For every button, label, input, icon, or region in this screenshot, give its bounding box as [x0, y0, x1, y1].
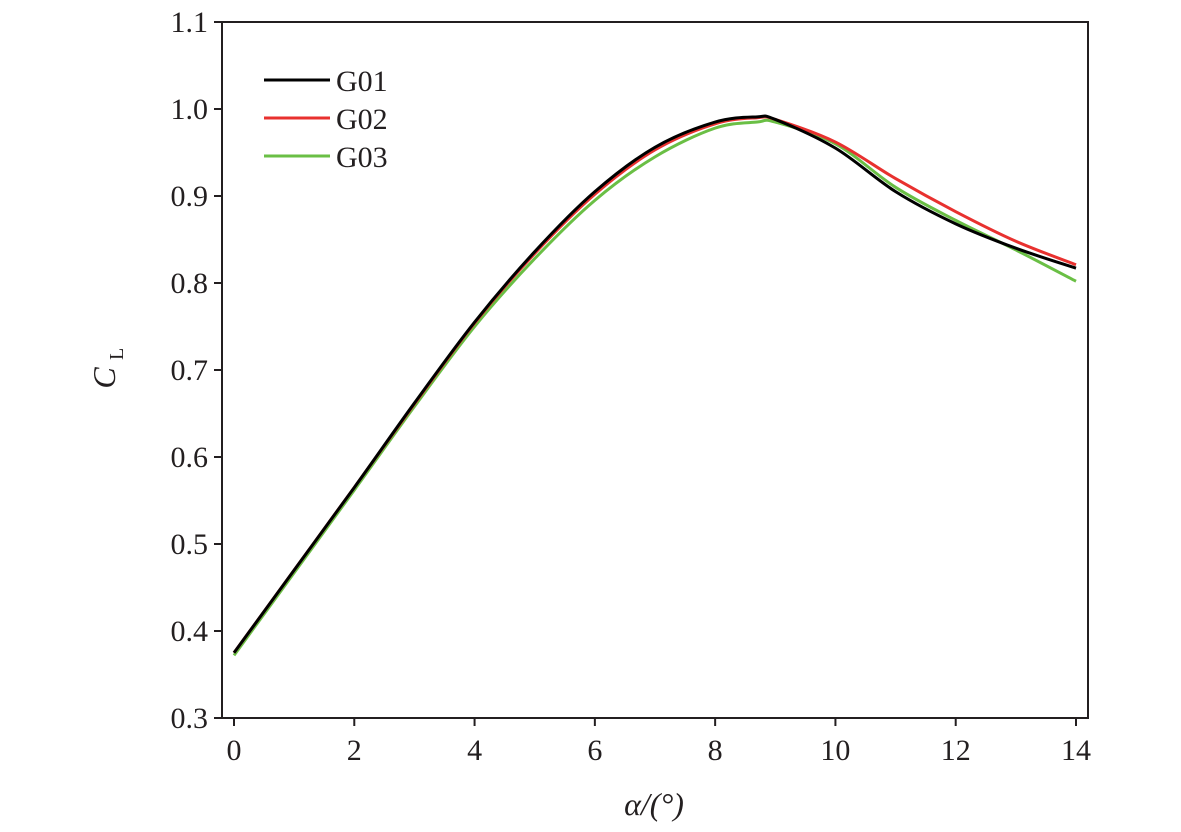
y-axis-label-main: C [86, 367, 122, 389]
series-line-g03 [232, 118, 1077, 657]
legend-label-g03: G03 [336, 141, 388, 174]
y-tick-label: 1.0 [171, 93, 209, 126]
series-line-g01 [232, 114, 1077, 654]
y-tick-label: 0.9 [171, 180, 209, 213]
x-axis-label: α/(°) [624, 786, 684, 822]
legend: G01 G02 G03 [264, 65, 388, 174]
y-tick-label: 1.1 [171, 6, 209, 39]
y-tick-label: 0.5 [171, 528, 209, 561]
plot-area [221, 21, 1089, 719]
legend-label-g02: G02 [336, 103, 388, 136]
y-tick-label: 0.4 [171, 615, 209, 648]
y-tick-label: 0.6 [171, 441, 209, 474]
y-tick-label: 0.8 [171, 267, 209, 300]
x-tick-label: 0 [227, 734, 242, 767]
series-line-g02 [232, 115, 1077, 654]
x-tick-label: 8 [708, 734, 723, 767]
y-axis-label: C L [86, 348, 128, 389]
y-tick-label: 0.3 [171, 702, 209, 735]
x-tick-label: 4 [467, 734, 482, 767]
legend-label-g01: G01 [336, 65, 388, 98]
ticks: 0 2 4 6 8 10 12 14 0.3 0.4 0.5 0.6 0.7 0.8 0.9 1.0 1.1 [171, 6, 1092, 767]
x-tick-label: 10 [820, 734, 850, 767]
y-tick-label: 0.7 [171, 354, 209, 387]
x-tick-label: 12 [941, 734, 971, 767]
y-axis-label-subscript: L [106, 348, 128, 360]
x-tick-label: 6 [587, 734, 602, 767]
x-tick-label: 14 [1061, 734, 1091, 767]
x-tick-label: 2 [347, 734, 362, 767]
